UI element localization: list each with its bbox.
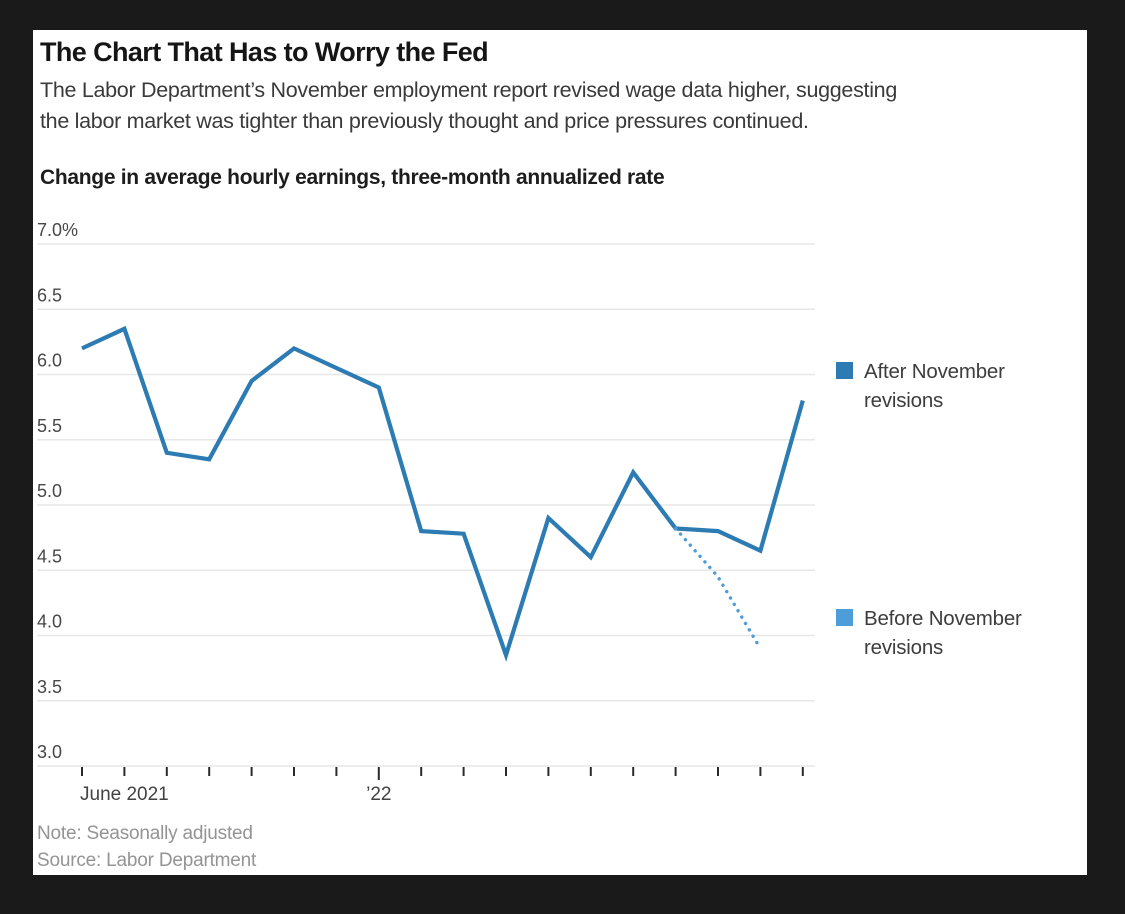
x-axis-labels: June 2021 ’22 bbox=[80, 784, 391, 805]
y-tick-label: 5.0 bbox=[37, 481, 62, 501]
x-axis-ticks bbox=[81, 767, 804, 780]
chart-source: Source: Labor Department bbox=[37, 850, 257, 871]
y-tick-label: 3.5 bbox=[37, 677, 62, 697]
y-tick-label: 5.5 bbox=[37, 416, 62, 436]
headline: The Chart That Has to Worry the Fed bbox=[40, 37, 489, 67]
gridlines bbox=[37, 243, 815, 767]
legend-label-before-revisions: Before November revisions bbox=[864, 607, 1022, 659]
chart-note: Note: Seasonally adjusted bbox=[37, 823, 253, 844]
y-tick-label: 6.0 bbox=[37, 351, 62, 371]
legend-label-after-revisions: After November revisions bbox=[864, 360, 1005, 412]
y-tick-label: 7.0% bbox=[37, 220, 78, 240]
legend-swatch-after-revisions-icon bbox=[836, 362, 853, 379]
legend-item-after-revisions: After November revisions bbox=[836, 357, 1036, 415]
legend-item-before-revisions: Before November revisions bbox=[836, 604, 1036, 662]
series-line-before-november-revisions bbox=[673, 526, 763, 651]
y-axis-labels: 7.0% 6.5 6.0 5.5 5.0 4.5 4.0 3.5 3.0 bbox=[37, 220, 78, 762]
chart-card: The Chart That Has to Worry the Fed The … bbox=[33, 30, 1087, 875]
y-tick-label: 6.5 bbox=[37, 285, 62, 305]
x-tick-label: ’22 bbox=[366, 784, 391, 805]
x-tick-label: June 2021 bbox=[80, 784, 169, 805]
y-tick-label: 4.5 bbox=[37, 546, 62, 566]
subheadline-line2: the labor market was tighter than previo… bbox=[40, 109, 809, 133]
line-chart: 7.0% 6.5 6.0 5.5 5.0 4.5 4.0 3.5 3.0 June 2021 ’22 bbox=[37, 220, 815, 805]
y-tick-label: 4.0 bbox=[37, 612, 62, 632]
y-tick-label: 3.0 bbox=[37, 742, 62, 762]
chart-title: Change in average hourly earnings, three… bbox=[40, 166, 665, 189]
legend-swatch-before-revisions-icon bbox=[836, 609, 853, 626]
subheadline-line1: The Labor Department’s November employme… bbox=[40, 78, 897, 102]
series-line-after-november-revisions bbox=[81, 325, 805, 662]
